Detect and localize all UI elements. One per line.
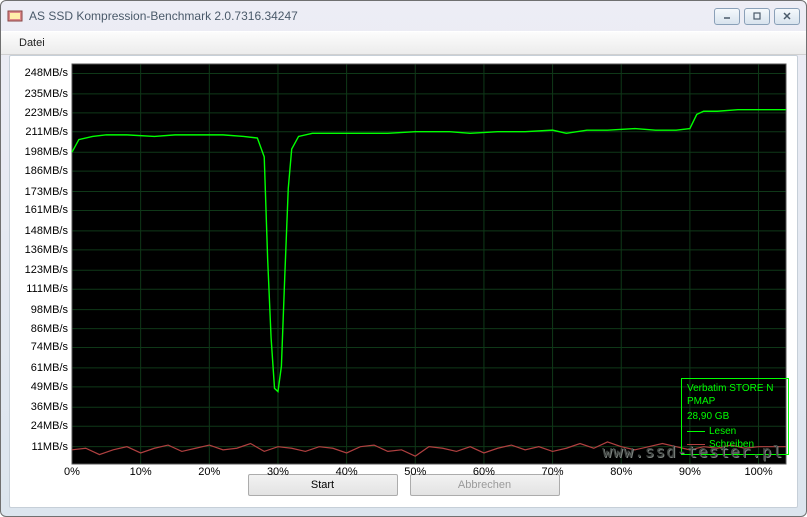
y-tick-label: 61MB/s [31,362,68,374]
y-tick-label: 211MB/s [25,126,68,138]
y-tick-label: 173MB/s [25,186,68,198]
x-axis-labels: 0% 10% 20% 30% 40% 50% 60% 70% 80% 90% 100% [14,466,786,482]
app-window: AS SSD Kompression-Benchmark 2.0.7316.34… [0,0,807,517]
x-tick-label: 20% [198,466,220,478]
y-tick-label: 235MB/s [25,88,68,100]
x-tick-label: 90% [679,466,701,478]
legend-capacity: 28,90 GB [687,410,783,423]
y-tick-label: 161MB/s [25,204,68,216]
y-tick-label: 24MB/s [31,420,68,432]
y-tick-label: 198MB/s [25,146,68,158]
x-tick-label: 30% [267,466,289,478]
chart-area: 11MB/s 24MB/s 36MB/s 49MB/s 61MB/s 74MB/s 86MB… [14,60,793,467]
y-axis-labels: 11MB/s 24MB/s 36MB/s 49MB/s 61MB/s 74MB/s 86MB… [14,60,68,464]
x-tick-label: 80% [610,466,632,478]
watermark: www.ssd-tester.pl [602,442,783,461]
y-tick-label: 186MB/s [25,165,68,177]
y-tick-label: 49MB/s [31,381,68,393]
close-button[interactable] [774,8,800,25]
maximize-button[interactable] [744,8,770,25]
x-tick-label: 100% [744,466,772,478]
y-tick-label: 223MB/s [25,107,68,119]
x-tick-label: 10% [130,466,152,478]
y-tick-label: 136MB/s [25,244,68,256]
y-tick-label: 248MB/s [25,67,68,79]
chart-lines [14,60,788,466]
menu-datei[interactable]: Datei [11,34,53,52]
legend-device-line1: Verbatim STORE N [687,382,783,395]
window-controls [714,8,800,25]
y-tick-label: 111MB/s [26,283,68,295]
menubar: Datei [1,31,806,55]
y-tick-label: 36MB/s [31,401,68,413]
client-area: 11MB/s 24MB/s 36MB/s 49MB/s 61MB/s 74MB/s 86MB… [9,55,798,508]
legend-label-read: Lesen [709,425,736,438]
y-tick-label: 98MB/s [31,304,68,316]
minimize-button[interactable] [714,8,740,25]
y-tick-label: 11MB/s [32,441,68,453]
y-tick-label: 74MB/s [31,341,68,353]
window-title: AS SSD Kompression-Benchmark 2.0.7316.34… [29,9,714,23]
y-tick-label: 148MB/s [25,225,68,237]
x-tick-label: 50% [404,466,426,478]
x-tick-label: 70% [542,466,564,478]
y-tick-label: 123MB/s [25,264,68,276]
x-tick-label: 0% [64,466,80,478]
app-icon [7,8,23,24]
titlebar: AS SSD Kompression-Benchmark 2.0.7316.34… [1,1,806,31]
legend-device-line2: PMAP [687,395,783,408]
x-tick-label: 40% [336,466,358,478]
y-tick-label: 86MB/s [31,323,68,335]
x-tick-label: 60% [473,466,495,478]
legend-swatch-read [687,431,705,432]
